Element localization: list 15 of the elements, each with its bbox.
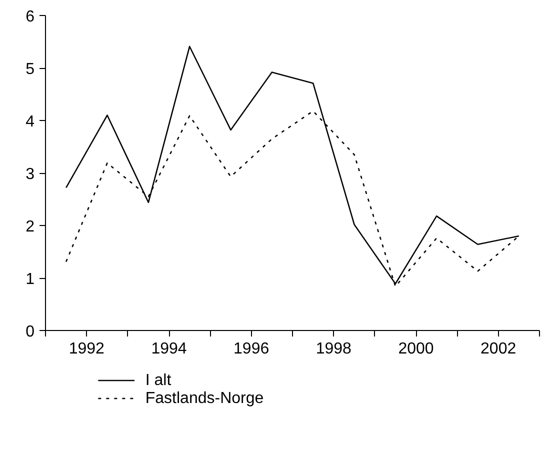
y-tick-label: 5 [26,61,35,78]
y-tick-label: 0 [26,324,35,340]
y-tick-label: 2 [26,218,35,236]
legend-label: Fastlands-Norge [145,390,264,407]
x-tick-label: 1994 [151,340,187,358]
x-tick-label: 1996 [234,340,270,358]
y-tick-label: 1 [26,271,35,288]
x-tick-label: 1992 [68,340,105,358]
x-tick-label: 2002 [480,340,516,358]
y-tick-label: 4 [26,114,35,130]
legend-label: I alt [145,372,172,389]
y-tick-label: 6 [26,8,35,26]
x-tick-label: 2000 [398,340,434,358]
y-tick-label: 3 [26,166,35,183]
x-tick-label: 1998 [316,340,352,358]
